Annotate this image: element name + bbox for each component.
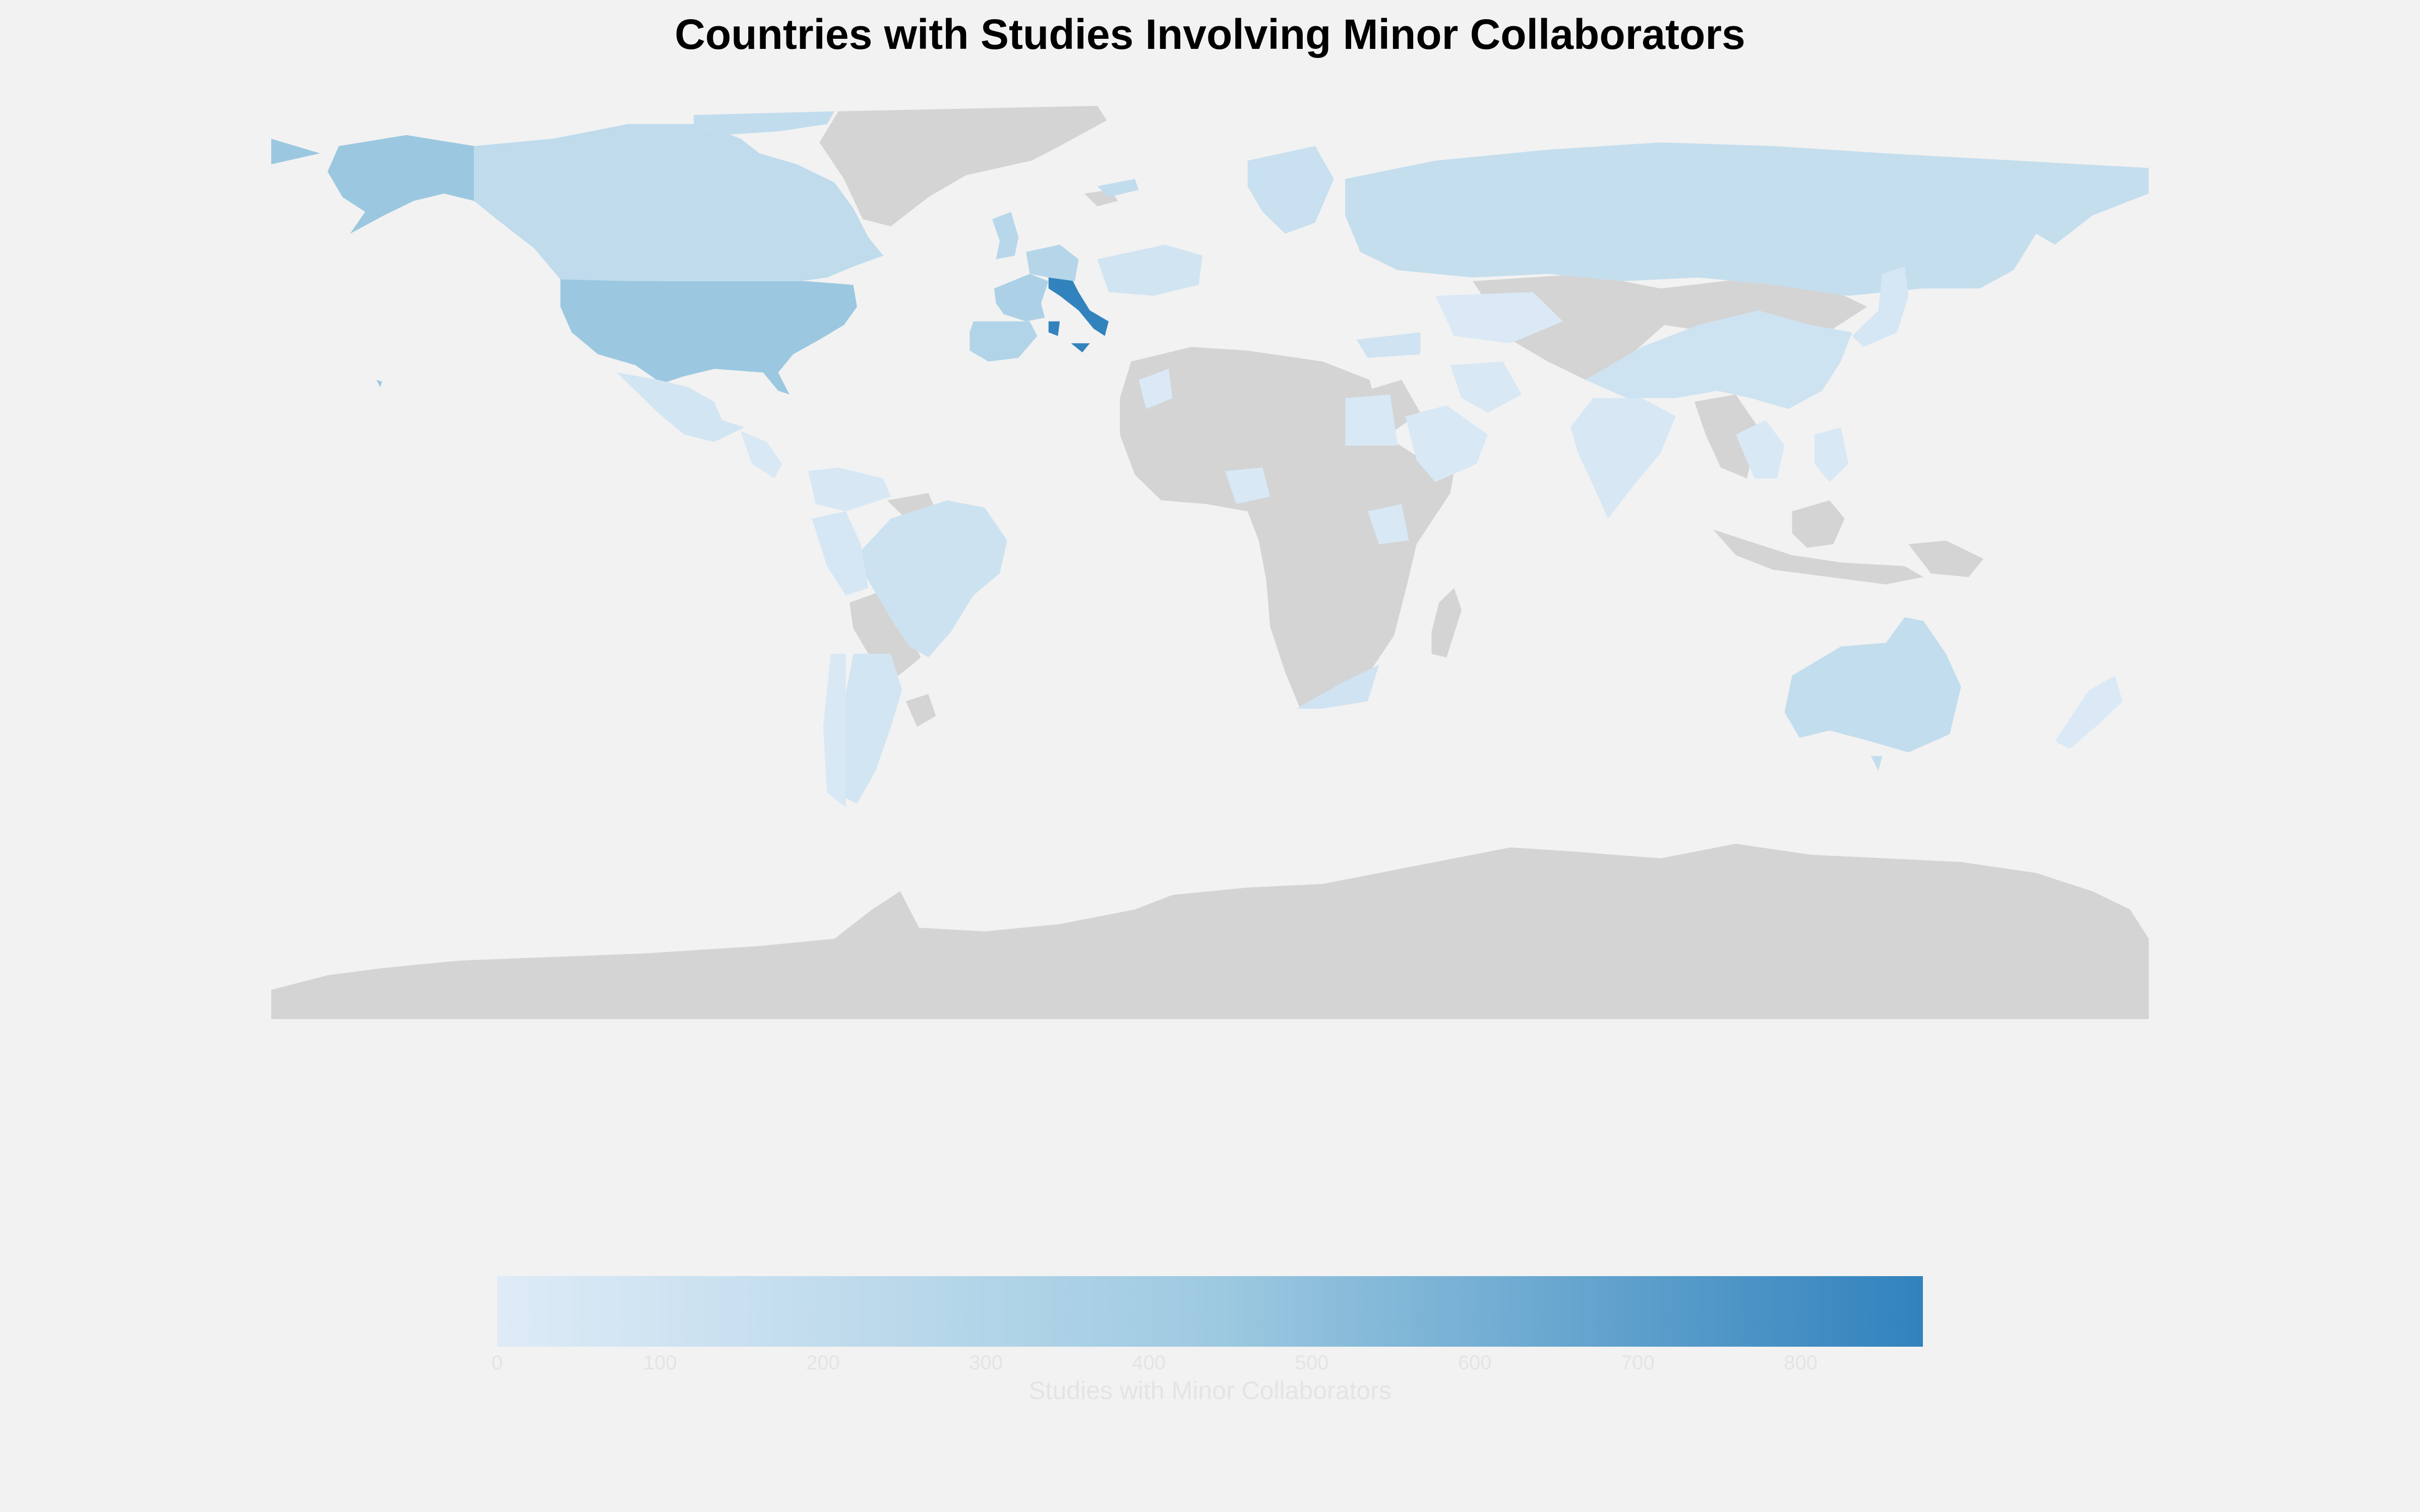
region-new-guinea [1908, 540, 1984, 577]
colorbar-label: Studies with Minor Collaborators [1028, 1376, 1392, 1405]
region-germany [1026, 244, 1079, 281]
region-central-asia [1473, 274, 1867, 380]
region-southeast-asia [1735, 420, 1785, 479]
colorbar-tick-label: 200 [806, 1352, 840, 1374]
region-new-zealand [2054, 675, 2123, 749]
region-saudi-arabia [1405, 405, 1488, 482]
region-nigeria [1225, 467, 1270, 505]
colorbar-ticks: 0 100 200 300 400 500 600 700 800 [492, 1352, 1923, 1382]
region-canada [474, 124, 884, 281]
region-russia [1345, 142, 2149, 296]
colorbar-tick-label: 300 [969, 1352, 1003, 1374]
region-eastern-europe [1097, 244, 1203, 296]
region-kazakhstan [1435, 292, 1563, 344]
colorbar-tick-label: 400 [1132, 1352, 1166, 1374]
region-bolivia-nd [849, 591, 921, 676]
map-title: Countries with Studies Involving Minor C… [675, 11, 1745, 58]
colorbar-tick-label: 100 [643, 1352, 677, 1374]
region-france [994, 274, 1049, 322]
colorbar-gradient [497, 1276, 1923, 1347]
region-south-africa [1296, 664, 1379, 709]
region-greenland-strip [693, 111, 1139, 198]
region-india [1570, 398, 1676, 519]
region-chile [823, 654, 846, 807]
region-philippines [1814, 427, 1849, 482]
region-italy [1048, 270, 1109, 353]
region-turkey [1356, 332, 1421, 358]
region-spain [970, 321, 1038, 362]
region-antarctica [271, 844, 2149, 1019]
region-borneo [1792, 500, 1845, 548]
region-greenland [819, 106, 1107, 227]
region-japan [1852, 266, 1909, 347]
region-china [1585, 310, 1852, 409]
region-mexico [617, 372, 745, 442]
region-uruguay-nd [905, 694, 936, 727]
region-united-states [560, 279, 857, 395]
colorbar-tick-label: 500 [1295, 1352, 1329, 1374]
region-united-kingdom [992, 212, 1019, 260]
world-choropleth-map [271, 106, 2149, 1019]
colorbar-tick-label: 600 [1458, 1352, 1492, 1374]
region-brazil [853, 500, 1007, 658]
region-alaska [271, 135, 474, 388]
region-argentina [842, 654, 902, 804]
region-egypt [1345, 394, 1398, 446]
region-australia [1784, 617, 1961, 771]
region-kenya [1367, 504, 1409, 544]
colorbar-tick-label: 800 [1784, 1352, 1818, 1374]
colorbar: 0 100 200 300 400 500 600 700 800 [492, 1276, 1923, 1374]
data-regions [271, 111, 2149, 807]
colorbar-tick-label: 0 [491, 1352, 503, 1374]
region-central-america [741, 431, 782, 479]
region-iran [1450, 361, 1522, 413]
region-colombia-venezuela [808, 467, 891, 512]
region-scandinavia [1247, 146, 1334, 234]
region-morocco [1138, 368, 1173, 409]
colorbar-tick-label: 700 [1621, 1352, 1655, 1374]
region-indonesia [1713, 529, 1924, 585]
region-madagascar [1431, 588, 1462, 658]
region-indochina-nd [1694, 394, 1759, 479]
region-peru-andes [812, 511, 869, 596]
